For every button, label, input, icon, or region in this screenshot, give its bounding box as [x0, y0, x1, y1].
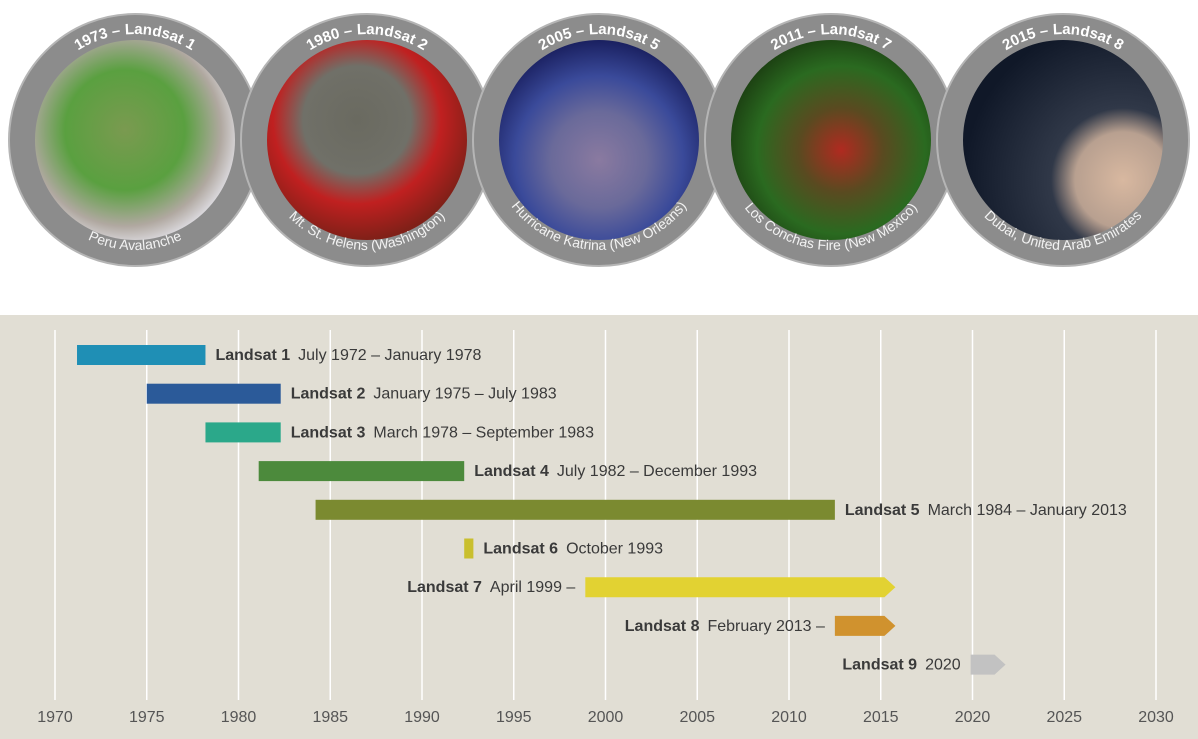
mission-bar	[834, 615, 896, 636]
x-tick-label: 2005	[679, 709, 715, 726]
mission-name: Landsat 6	[483, 541, 558, 558]
x-tick-label: 2025	[1046, 709, 1082, 726]
mission-period: July 1972 – January 1978	[298, 347, 481, 364]
x-tick-label: 2015	[863, 709, 899, 726]
mission-period: March 1978 – September 1983	[373, 425, 594, 442]
mission-bar	[258, 461, 465, 482]
mission-bar	[315, 499, 835, 520]
x-tick-label: 1995	[496, 709, 532, 726]
mission-period: July 1982 – December 1993	[557, 463, 757, 480]
mission-name: Landsat 3	[291, 425, 366, 442]
mission-bar	[77, 345, 206, 365]
satellite-image	[731, 40, 931, 240]
mission-label: Landsat 1 July 1972 – January 1978	[215, 347, 481, 364]
mission-period: March 1984 – January 2013	[928, 502, 1127, 519]
x-tick-label: 1980	[221, 709, 257, 726]
mission-label: Landsat 2 January 1975 – July 1983	[291, 386, 557, 403]
mission-bar	[464, 538, 474, 559]
mission-label: Landsat 4 July 1982 – December 1993	[474, 463, 757, 480]
mission-period: February 2013 –	[707, 618, 825, 635]
satellite-image	[267, 40, 467, 240]
mission-name: Landsat 8	[625, 618, 700, 635]
mission-name: Landsat 7	[407, 579, 482, 596]
mission-label: Landsat 5 March 1984 – January 2013	[845, 502, 1127, 519]
mission-name: Landsat 1	[215, 347, 290, 364]
satellite-image	[499, 40, 699, 240]
timeline: 1970 1975 1980 1985 1990 1995 2000 2005 2010 2015…	[37, 330, 1174, 726]
mission-bar	[146, 383, 281, 404]
mission-label: Landsat 9 2020	[842, 657, 960, 674]
x-tick-label: 1970	[37, 709, 73, 726]
mission-name: Landsat 5	[845, 502, 920, 519]
mission-label: Landsat 7 April 1999 –	[407, 579, 575, 596]
mission-period: October 1993	[566, 541, 663, 558]
x-tick-label: 2000	[588, 709, 624, 726]
mission-label: Landsat 6 October 1993	[483, 541, 663, 558]
mission-bar	[205, 422, 281, 443]
mission-name: Landsat 2	[291, 386, 366, 403]
mission-bar	[970, 654, 1006, 675]
x-tick-label: 1990	[404, 709, 440, 726]
satellite-image	[963, 40, 1163, 240]
x-tick-label: 2030	[1138, 709, 1174, 726]
mission-name: Landsat 9	[842, 657, 917, 674]
mission-period: January 1975 – July 1983	[373, 386, 556, 403]
x-tick-label: 2020	[955, 709, 991, 726]
mission-period: 2020	[925, 657, 961, 674]
mission-label: Landsat 3 March 1978 – September 1983	[291, 425, 594, 442]
mission-label: Landsat 8 February 2013 –	[625, 618, 825, 635]
mission-period: April 1999 –	[490, 579, 575, 596]
x-tick-label: 1975	[129, 709, 165, 726]
x-tick-label: 2010	[771, 709, 807, 726]
x-tick-label: 1985	[312, 709, 348, 726]
mission-bar	[585, 577, 896, 598]
mission-name: Landsat 4	[474, 463, 549, 480]
timeline-panel	[0, 315, 1198, 739]
satellite-image	[35, 40, 235, 240]
